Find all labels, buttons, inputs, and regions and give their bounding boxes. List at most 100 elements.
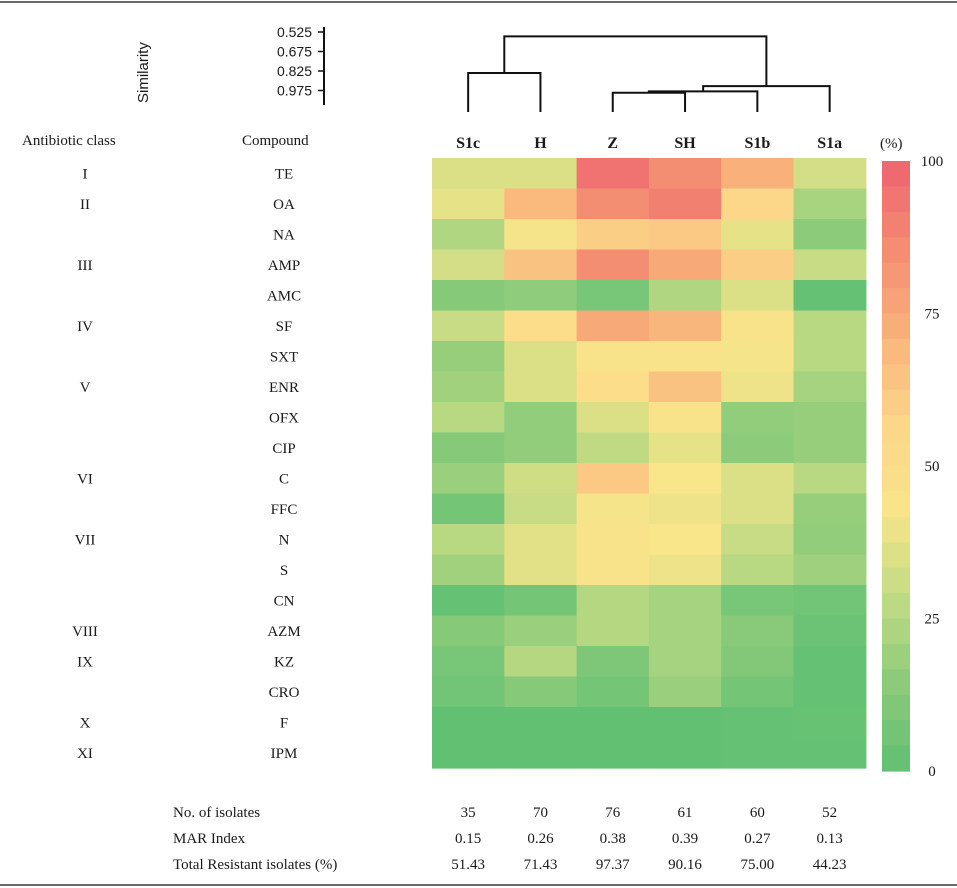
heatmap-cell: [576, 554, 650, 586]
summary-value: 76: [605, 805, 621, 821]
heatmap-cell: [576, 737, 650, 769]
heatmap-cell: [504, 737, 578, 769]
summary-value: 0.27: [744, 831, 771, 847]
heatmap-cell: [721, 219, 795, 251]
legend-swatch: [882, 643, 910, 670]
compound-label: OA: [273, 197, 295, 213]
legend-swatch: [882, 516, 910, 543]
color-legend: 0 25 50 75 100: [882, 154, 943, 780]
similarity-tick-label: 0.525: [277, 24, 312, 40]
heatmap-cell: [721, 585, 795, 617]
summary-value: 70: [533, 805, 548, 821]
heatmap-cell: [648, 737, 722, 769]
legend-swatch: [882, 466, 910, 493]
antibiotic-class-header: Antibiotic class: [22, 133, 116, 149]
legend-swatch: [882, 161, 910, 188]
heatmap-cell: [576, 676, 650, 708]
heatmap-cell: [793, 249, 867, 281]
heatmap-cell: [504, 524, 578, 556]
dendrogram-branch: [702, 85, 831, 112]
summary-value: 0.38: [600, 831, 626, 847]
heatmap-cell: [432, 707, 505, 739]
heatmap-cell: [432, 402, 505, 434]
compound-label: N: [279, 532, 290, 548]
heatmap-cell: [432, 310, 505, 342]
summary-value: 44.23: [813, 857, 847, 873]
heatmap-cell: [576, 493, 650, 525]
heatmap-cell: [432, 341, 505, 373]
heatmap-cell: [648, 585, 722, 617]
heatmap-cell: [432, 280, 505, 312]
heatmap-cell: [721, 402, 795, 434]
heatmap-cell: [576, 158, 650, 190]
heatmap-cell: [504, 249, 578, 281]
heatmap-cell: [432, 249, 505, 281]
compound-label: S: [280, 563, 288, 579]
heatmap-cell: [504, 158, 578, 190]
heatmap-cell: [721, 493, 795, 525]
summary-value: 0.39: [672, 831, 698, 847]
legend-swatch: [882, 593, 910, 620]
heatmap-cell: [648, 493, 722, 525]
heatmap-cell: [576, 188, 650, 220]
heatmap-cell: [721, 280, 795, 312]
heatmap-cell: [432, 219, 505, 251]
compound-label: CIP: [272, 441, 295, 457]
compound-label: CN: [274, 593, 295, 609]
compound-label: F: [280, 715, 288, 731]
heatmap-cell: [793, 615, 867, 647]
summary-value: 60: [750, 805, 765, 821]
summary-value: 61: [678, 805, 693, 821]
compound-label: FFC: [271, 502, 298, 518]
compound-label: AMP: [268, 258, 301, 274]
compound-label: C: [279, 471, 289, 487]
heatmap-cell: [504, 188, 578, 220]
heatmap-cell: [504, 493, 578, 525]
heatmap-cell: [576, 524, 650, 556]
antibiotic-class-label: VI: [77, 471, 93, 487]
heatmap-cell: [576, 219, 650, 251]
heatmap-cell: [793, 432, 867, 464]
heatmap-cell: [721, 463, 795, 495]
heatmap-cell: [504, 615, 578, 647]
compound-label: AMC: [267, 288, 301, 304]
antibiotic-class-label: VII: [75, 532, 96, 548]
heatmap-cell: [648, 524, 722, 556]
heatmap-cell: [432, 463, 505, 495]
antibiotic-class-label: II: [80, 197, 90, 213]
summary-value: 75.00: [740, 857, 774, 873]
legend-swatch: [882, 288, 910, 315]
compound-label: OFX: [269, 410, 299, 426]
heatmap-cell: [721, 737, 795, 769]
heatmap-cell: [793, 341, 867, 373]
percent-unit-label: (%): [880, 136, 903, 152]
heatmap-cell: [648, 432, 722, 464]
heatmap-cell: [721, 188, 795, 220]
dendrogram-branch: [611, 91, 687, 112]
heatmap-cell: [504, 371, 578, 403]
heatmap-cell: [504, 646, 578, 678]
summary-value: 35: [461, 805, 476, 821]
legend-tick-label: 25: [925, 612, 940, 628]
heatmap-cell: [721, 646, 795, 678]
legend-swatch: [882, 186, 910, 213]
legend-tick-label: 100: [921, 154, 944, 170]
heatmap-cell: [576, 371, 650, 403]
heatmap-cell: [793, 310, 867, 342]
legend-swatch: [882, 542, 910, 569]
heatmap-cell: [504, 707, 578, 739]
heatmap-cell: [432, 432, 505, 464]
heatmap-cell: [504, 310, 578, 342]
summary-value: 90.16: [668, 857, 702, 873]
heatmap-cell: [793, 737, 867, 769]
column-header: SH: [674, 135, 696, 152]
summary-value: 0.26: [527, 831, 554, 847]
compound-label: KZ: [274, 654, 294, 670]
heatmap-cell: [721, 524, 795, 556]
compound-label: CRO: [269, 685, 300, 701]
heatmap-cell: [432, 737, 505, 769]
legend-swatch: [882, 669, 910, 696]
heatmap-cell: [576, 585, 650, 617]
heatmap-cell: [432, 554, 505, 586]
